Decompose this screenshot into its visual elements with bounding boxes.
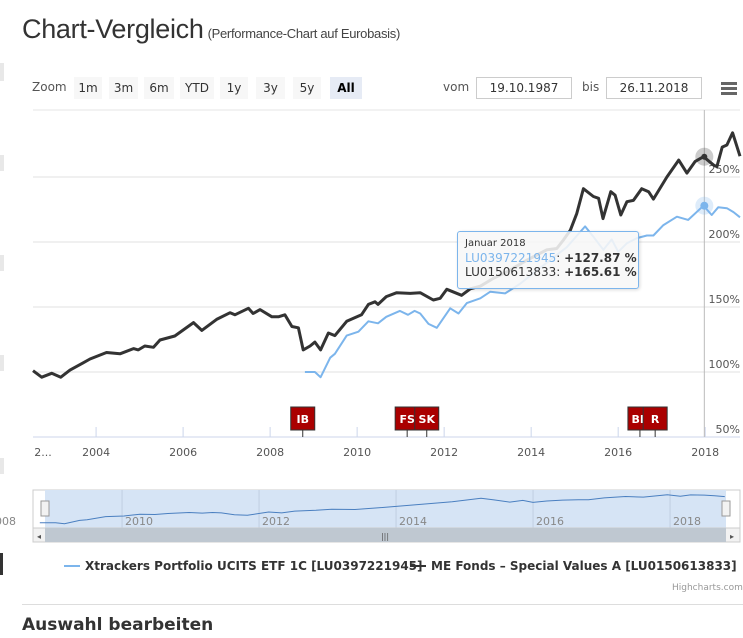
tooltip-row-black: LU0150613833: +165.61 %	[465, 265, 637, 279]
page-subtitle: (Performance-Chart auf Eurobasis)	[207, 26, 401, 41]
zoom-ytd-button[interactable]: YTD	[180, 77, 214, 99]
flag-label: R	[651, 413, 660, 426]
page-title: Chart-Vergleich (Performance-Chart auf Eu…	[22, 14, 400, 45]
scroll-right-arrow-icon[interactable]: ▸	[730, 532, 734, 541]
flag-box	[414, 406, 440, 431]
credits-link[interactable]: Highcharts.com	[672, 583, 743, 593]
divider	[22, 604, 743, 605]
flag-box	[642, 406, 668, 431]
scroll-left-arrow-icon[interactable]: ◂	[37, 532, 41, 541]
performance-chart[interactable]: 50%100%150%200%250%2... 2004 2006 2008 2010 2…	[0, 0, 743, 560]
y-tick-label: 200%	[709, 228, 740, 241]
edge-marker	[0, 355, 4, 371]
x-tick-label: 2014	[517, 446, 545, 459]
navigator-tick-label: 2014	[399, 515, 427, 528]
hamburger-menu-icon[interactable]	[721, 82, 737, 95]
navigator-handle[interactable]	[721, 500, 731, 517]
zoom-1y-button[interactable]: 1y	[220, 77, 248, 99]
title-text: Chart-Vergleich	[22, 14, 204, 44]
tooltip-series-name: LU0397221945	[465, 251, 557, 265]
x-tick-label: 2004	[82, 446, 110, 459]
legend-swatch	[410, 565, 426, 567]
zoom-label: Zoom	[32, 80, 67, 94]
legend-label: ME Fonds – Special Values A [LU015061383…	[431, 559, 737, 573]
edge-marker	[0, 458, 4, 474]
navigator-tick-label: 2012	[262, 515, 290, 528]
to-date-input[interactable]: 26.11.2018	[606, 77, 702, 99]
tooltip-date: Januar 2018	[465, 238, 526, 249]
zoom-1m-button[interactable]: 1m	[74, 77, 102, 99]
y-tick-label: 50%	[716, 423, 740, 436]
navigator-tick-label: 2018	[673, 515, 701, 528]
x-tick-label: 2006	[169, 446, 197, 459]
hover-marker	[701, 153, 708, 160]
edge-marker	[0, 155, 4, 171]
flag-label: SK	[419, 413, 436, 426]
edge-marker	[0, 255, 4, 271]
navigator-tick-label: 2010	[125, 515, 153, 528]
scrollbar-grip-icon: |||	[381, 532, 389, 541]
zoom-3m-button[interactable]: 3m	[109, 77, 138, 99]
scrollbar-thumb[interactable]	[45, 528, 726, 542]
flag-label: IB	[297, 413, 309, 426]
tooltip-row-blue: LU0397221945: +127.87 %	[465, 251, 637, 265]
zoom-6m-button[interactable]: 6m	[144, 77, 174, 99]
navigator-selection	[45, 490, 726, 528]
edge-marker	[0, 63, 4, 81]
zoom-5y-button[interactable]: 5y	[293, 77, 321, 99]
y-tick-label: 150%	[709, 293, 740, 306]
flag-box	[290, 406, 316, 431]
zoom-all-button[interactable]: All	[330, 77, 362, 99]
hover-marker	[700, 201, 709, 210]
flag-label: FS	[399, 413, 415, 426]
tooltip-series-name: LU0150613833	[465, 265, 557, 279]
zoom-3y-button[interactable]: 3y	[256, 77, 285, 99]
x-tick-label: 2012	[430, 446, 458, 459]
to-label: bis	[582, 80, 600, 94]
navigator-tick-label: 2008	[0, 515, 16, 528]
series-line-xtrackers	[304, 204, 741, 379]
legend-item-xtrackers[interactable]: Xtrackers Portfolio UCITS ETF 1C [LU0397…	[64, 559, 423, 573]
legend-item-me-fonds[interactable]: ME Fonds – Special Values A [LU015061383…	[410, 559, 737, 573]
x-tick-label: 2...	[34, 446, 52, 459]
x-tick-label: 2008	[256, 446, 284, 459]
tooltip-value: +165.61 %	[564, 265, 637, 279]
legend-label: Xtrackers Portfolio UCITS ETF 1C [LU0397…	[85, 559, 423, 573]
tooltip: Januar 2018 LU0397221945: +127.87 % LU01…	[457, 231, 639, 289]
navigator-series	[39, 494, 725, 525]
y-tick-label: 100%	[709, 358, 740, 371]
navigator-tick-label: 2016	[536, 515, 564, 528]
series-line-me-fonds	[32, 131, 742, 379]
x-tick-label: 2018	[691, 446, 719, 459]
navigator-handle[interactable]	[40, 500, 50, 517]
legend-swatch	[64, 565, 80, 567]
x-tick-label: 2016	[604, 446, 632, 459]
edge-marker	[0, 553, 3, 575]
from-date-input[interactable]: 19.10.1987	[476, 77, 572, 99]
x-tick-label: 2010	[343, 446, 371, 459]
tooltip-value: +127.87 %	[564, 251, 637, 265]
from-label: vom	[443, 80, 470, 94]
section-title: Auswahl bearbeiten	[22, 615, 214, 635]
